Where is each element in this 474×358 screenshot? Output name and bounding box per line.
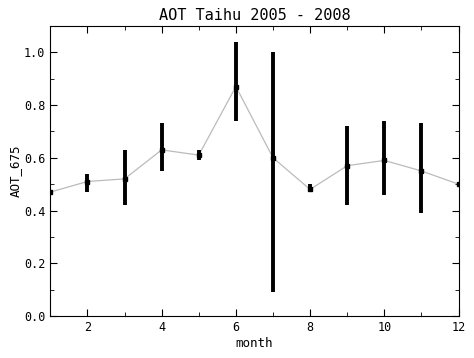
X-axis label: month: month bbox=[236, 337, 273, 350]
Title: AOT Taihu 2005 - 2008: AOT Taihu 2005 - 2008 bbox=[159, 8, 350, 23]
Y-axis label: AOT_675: AOT_675 bbox=[9, 145, 21, 197]
